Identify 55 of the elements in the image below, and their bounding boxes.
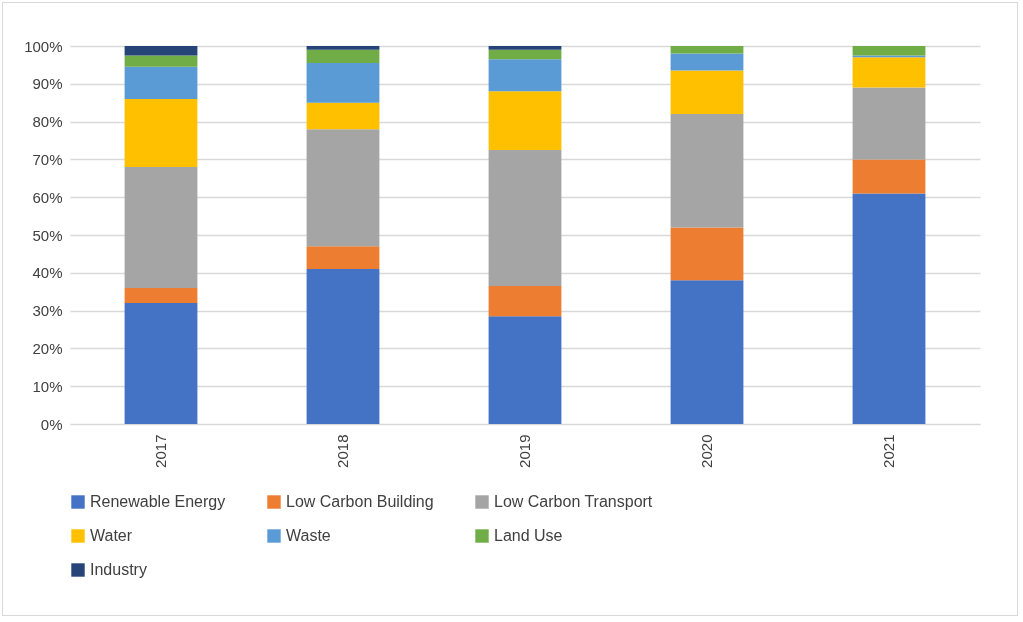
bar [488, 49, 562, 60]
bar [852, 87, 926, 160]
bar [852, 46, 926, 56]
bar [488, 59, 562, 92]
y-tick-label: 50% [32, 226, 63, 244]
bar [124, 166, 198, 288]
legend-label: Low Carbon Building [286, 493, 434, 510]
y-tick-label: 30% [32, 302, 63, 320]
bar [306, 269, 380, 424]
bar [124, 46, 198, 56]
y-tick-label: 10% [32, 377, 63, 395]
bar [306, 129, 380, 247]
bar [670, 70, 744, 115]
y-tick-label: 80% [32, 113, 63, 131]
bar [306, 246, 380, 270]
legend-label: Land Use [494, 527, 563, 544]
bar [124, 66, 198, 99]
bar [306, 49, 380, 64]
legend-label: Low Carbon Transport [494, 493, 653, 510]
bar [306, 46, 380, 50]
x-tick-label: 2018 [334, 434, 351, 468]
y-tick-label: 90% [32, 75, 63, 93]
y-tick-label: 0% [40, 415, 63, 433]
bar [124, 287, 198, 304]
x-tick-label: 2019 [516, 434, 533, 468]
bar [124, 303, 198, 424]
bar [852, 193, 926, 424]
y-tick-label: 60% [32, 188, 63, 206]
bar [124, 98, 198, 167]
bar [670, 114, 744, 228]
bar [852, 57, 926, 88]
x-tick-label: 2017 [152, 434, 169, 468]
y-tick-label: 100% [24, 37, 63, 55]
bar [488, 286, 562, 317]
legend-label: Waste [286, 527, 331, 544]
bar [124, 55, 198, 67]
y-tick-label: 70% [32, 150, 63, 168]
bar [306, 102, 380, 130]
bar [488, 316, 562, 424]
bar [852, 159, 926, 194]
bar [488, 46, 562, 50]
legend-label: Water [90, 527, 133, 544]
legend-label: Industry [90, 561, 147, 578]
bar [670, 46, 744, 54]
bar [670, 227, 744, 281]
legend-label: Renewable Energy [90, 493, 226, 510]
bar [670, 280, 744, 424]
bar [670, 53, 744, 71]
y-tick-label: 40% [32, 264, 63, 282]
x-tick-label: 2020 [698, 434, 715, 468]
x-tick-label: 2021 [880, 434, 897, 468]
bar [488, 91, 562, 150]
y-tick-label: 20% [32, 339, 63, 357]
bar [488, 149, 562, 287]
bar [306, 63, 380, 103]
